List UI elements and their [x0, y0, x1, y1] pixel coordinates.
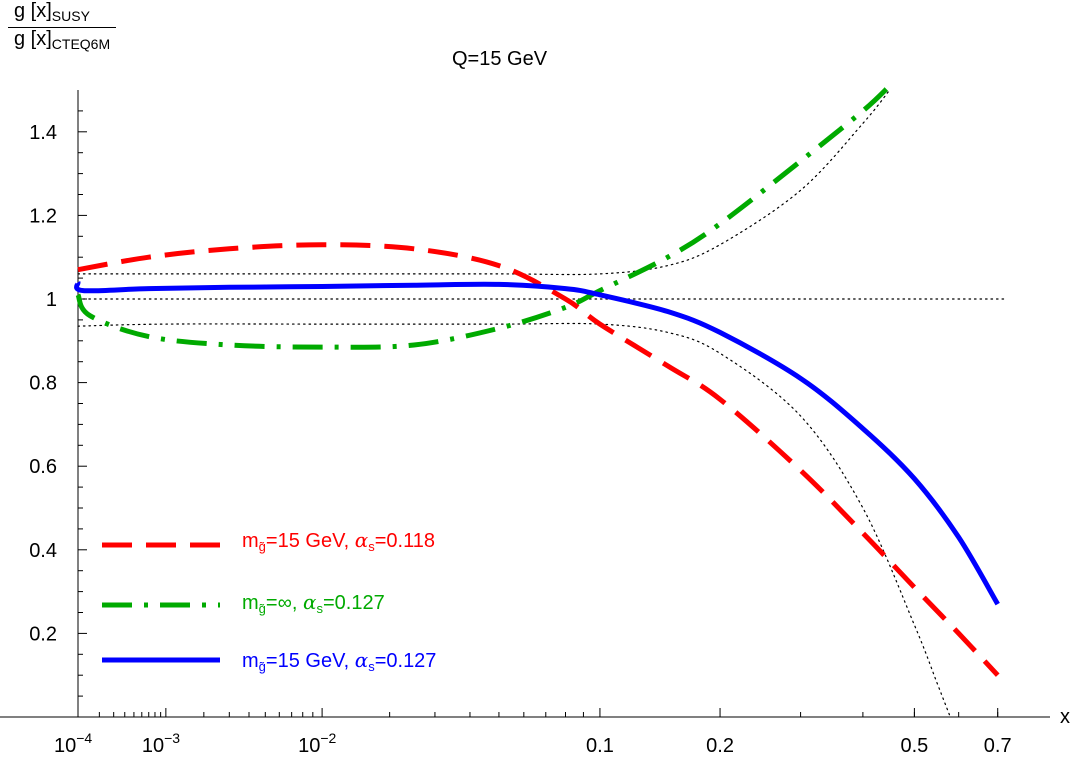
y-tick-label: 0.4 [29, 540, 57, 562]
series-line-dotted-4 [77, 89, 891, 276]
y-tick-label: 0.2 [29, 623, 57, 645]
x-tick-label: 0.7 [984, 735, 1012, 757]
series-line-dashdot-1 [75, 83, 892, 350]
series-group [74, 83, 1006, 718]
series-line-dashed-0 [77, 242, 1000, 677]
legend-entry-green: mg̃=∞, αs=0.127 [242, 590, 385, 616]
x-tick-label: 10−4 [54, 730, 92, 757]
legend-entry-blue: mg̃=15 GeV, αs=0.127 [242, 648, 437, 674]
x-tick-label: 0.1 [586, 735, 614, 757]
legend-swatches [102, 542, 220, 663]
y-tick-label: 1 [46, 289, 57, 311]
y-tick-label: 1.2 [29, 205, 57, 227]
y-tick-label: 0.6 [29, 456, 57, 478]
series-line-solid-2 [74, 280, 1000, 606]
y-tick-label: 1.4 [29, 122, 57, 144]
series-line-dotted-5 [77, 322, 951, 718]
axes: 0.2 0.4 0.6 0.8 1 1.2 1.4 10−4 10−3 10−2 0.1 0.2 0.5… [0, 90, 1050, 757]
y-axis-title: g [x]SUSY g [x]CTEQ6M [8, 0, 117, 55]
y-tick-label: 0.8 [29, 373, 57, 395]
y-axis-title-denominator: g [x]CTEQ6M [14, 28, 111, 52]
x-tick-label: 10−3 [142, 730, 180, 757]
x-tick-label: 0.5 [900, 735, 928, 757]
x-tick-label: 0.2 [706, 735, 734, 757]
x-axis-label: x [1060, 706, 1070, 728]
legend-entry-red: mg̃=15 GeV, αs=0.118 [242, 528, 435, 554]
chart-title: Q=15 GeV [452, 48, 548, 70]
y-axis-title-numerator: g [x]SUSY [8, 0, 117, 28]
x-tick-label: 10−2 [298, 730, 336, 757]
